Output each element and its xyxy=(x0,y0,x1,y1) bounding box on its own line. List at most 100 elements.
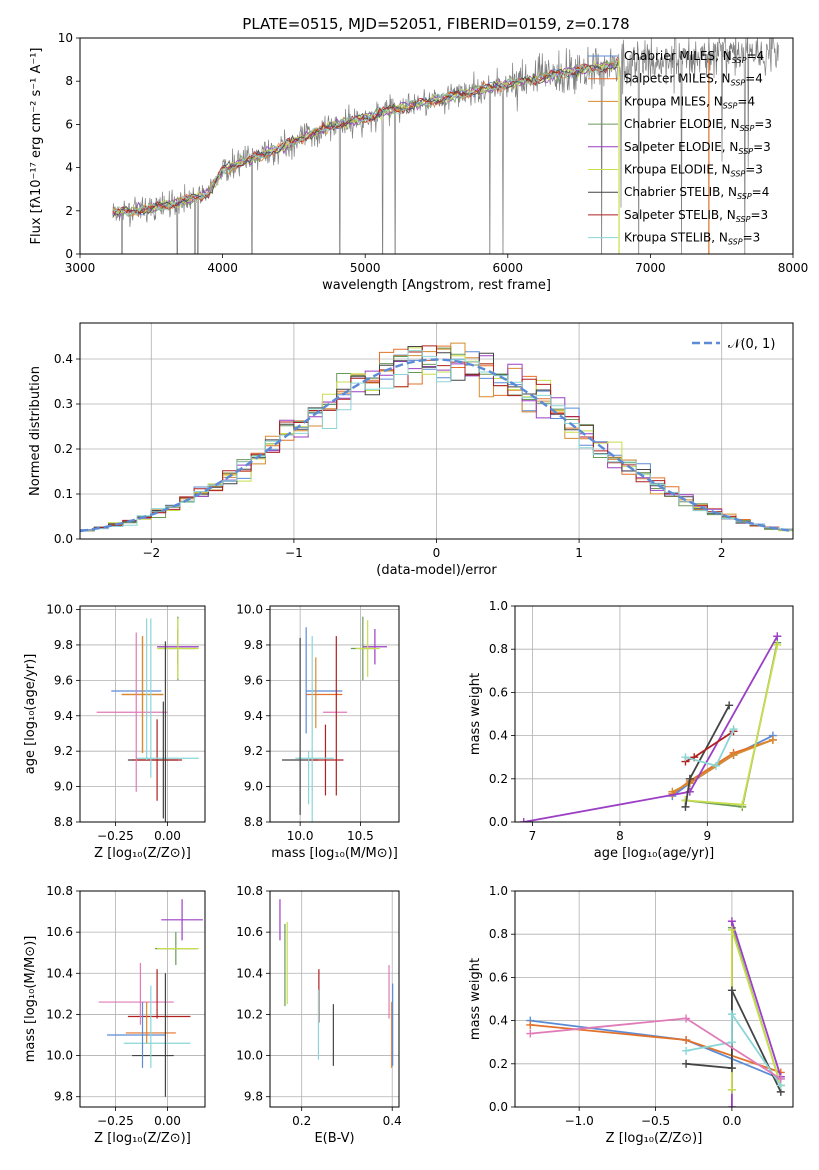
legend-n: , N xyxy=(722,140,739,154)
model-spectrum-8 xyxy=(112,60,618,216)
weight-point xyxy=(768,735,777,744)
legend-n: , N xyxy=(714,163,731,177)
x-tick-label: 10.0 xyxy=(287,829,314,843)
legend-model-name: Salpeter MILES xyxy=(624,72,714,86)
spectrum-panel: 3000 4000 5000 6000 7000 8000 0 2 4 6 8 10 wavelengt… xyxy=(29,31,809,293)
weight-point xyxy=(685,774,694,783)
legend-eq: = xyxy=(753,140,763,154)
weights-plot-area xyxy=(519,632,782,822)
residuals-panel: −2 −1 0 1 2 0.0 0.1 0.2 0.3 0.4 (data-model)/error… xyxy=(28,322,794,578)
weight-point xyxy=(681,802,690,811)
legend-subscript: SSP xyxy=(728,238,743,247)
legend-n: , N xyxy=(723,117,740,131)
model-spectrum-1 xyxy=(112,59,618,217)
legend-subscript: SSP xyxy=(738,147,753,156)
y-tick-label: 1.0 xyxy=(489,599,508,613)
y-tick-label: 10.0 xyxy=(46,603,73,617)
model-spectrum-5 xyxy=(112,60,618,218)
weight-point xyxy=(519,818,528,822)
weights-plot-area xyxy=(526,917,785,1107)
y-tick-label: 1.0 xyxy=(489,884,508,898)
legend-model-name: Chabrier MILES xyxy=(624,49,715,63)
age-vs-mass-panel: 10.0 10.5 8.8 9.0 9.2 9.4 9.6 9.8 10.0 mass [log₁… xyxy=(236,603,400,861)
weight-vs-z-panel: −1.0 −0.5 0.0 0.0 0.2 0.4 0.6 0.8 1.0 Z [log₁₀(Z/… xyxy=(468,884,794,1146)
legend-label: Salpeter STELIB, NSSP=3 xyxy=(624,208,768,224)
figure-title: PLATE=0515, MJD=52051, FIBERID=0159, z=0… xyxy=(242,15,629,33)
y-tick-label: 10.4 xyxy=(46,966,73,980)
y-tick-label: 0.4 xyxy=(54,352,73,366)
legend-nssp: 3 xyxy=(763,140,771,154)
weight-line xyxy=(523,635,779,822)
weight-point xyxy=(682,1014,691,1023)
x-tick-label: −2 xyxy=(142,546,160,560)
legend-n: , N xyxy=(715,49,732,63)
legend-model-name: Chabrier ELODIE xyxy=(624,117,723,131)
legend-model-name: Kroupa ELODIE xyxy=(624,163,714,177)
x-axis-label: mass [log₁₀(M/M⊙)] xyxy=(271,846,398,861)
x-axis-label: E(B-V) xyxy=(314,1131,354,1146)
y-tick-label: 0.0 xyxy=(54,532,73,546)
model-spectrum-3 xyxy=(112,60,618,217)
y-tick-label: 0.8 xyxy=(489,642,508,656)
legend-label: Chabrier MILES, NSSP=4 xyxy=(624,49,764,65)
y-tick-label: 0.2 xyxy=(489,772,508,786)
x-tick-label: 0 xyxy=(433,546,441,560)
weight-vs-age-panel: 7 8 9 0.0 0.2 0.4 0.6 0.8 1.0 age [log₁₀(age/yr)]… xyxy=(468,599,794,861)
x-tick-label: −0.5 xyxy=(641,1114,670,1128)
x-tick-label: 8000 xyxy=(778,261,809,275)
weight-line xyxy=(671,739,774,793)
axes-frame xyxy=(514,890,794,1108)
legend-nssp: 3 xyxy=(755,163,763,177)
residuals-plot-area xyxy=(80,342,793,533)
legend-nssp: 3 xyxy=(753,231,761,245)
y-tick-label: 10.2 xyxy=(46,1007,73,1021)
x-tick-label: 0.2 xyxy=(292,1114,311,1128)
legend-nssp: 3 xyxy=(764,117,772,131)
legend-nssp: 4 xyxy=(757,49,765,63)
x-tick-label: 3000 xyxy=(65,261,96,275)
legend-label: Kroupa STELIB, NSSP=3 xyxy=(624,231,760,247)
y-tick-label: 8.8 xyxy=(54,815,73,829)
y-axis-label: mass weight xyxy=(468,673,483,755)
legend-eq: = xyxy=(746,49,756,63)
legend-label: Salpeter MILES, NSSP=4 xyxy=(624,72,763,88)
y-tick-label: 9.8 xyxy=(244,638,263,652)
weight-point xyxy=(776,1074,785,1083)
axes-frame xyxy=(514,605,794,823)
y-tick-label: 0.0 xyxy=(489,1100,508,1114)
model-spectrum-2 xyxy=(112,60,618,217)
legend-n: , N xyxy=(719,208,736,222)
y-tick-label: 10.2 xyxy=(236,1007,263,1021)
y-tick-label: 0.0 xyxy=(489,815,508,829)
y-tick-label: 9.8 xyxy=(244,1090,263,1104)
legend-model-name: Chabrier STELIB xyxy=(624,185,720,199)
y-tick-label: 2 xyxy=(65,204,73,218)
y-tick-label: 0.8 xyxy=(489,927,508,941)
errorbar-plot-area xyxy=(279,899,394,1068)
y-axis-label: mass [log₁₀(M/M⊙)] xyxy=(23,936,38,1063)
y-tick-label: 9.8 xyxy=(54,1090,73,1104)
y-tick-label: 9.6 xyxy=(54,673,73,687)
errorbar-plot-area xyxy=(96,616,199,822)
legend-nssp: 4 xyxy=(755,72,763,86)
legend-subscript: SSP xyxy=(731,79,746,88)
legend-n: , N xyxy=(714,72,731,86)
y-tick-label: 0 xyxy=(65,247,73,261)
observed-spectrum xyxy=(112,38,779,254)
x-tick-label: 0.4 xyxy=(383,1114,402,1128)
legend-nssp: 4 xyxy=(747,94,755,108)
model-spectrum-4 xyxy=(112,61,618,219)
y-tick-label: 10.0 xyxy=(236,603,263,617)
y-tick-label: 10.0 xyxy=(236,1049,263,1063)
weight-point xyxy=(773,640,782,649)
legend-subscript: SSP xyxy=(723,101,738,110)
x-tick-label: 1 xyxy=(575,546,583,560)
errorbar-plot-area xyxy=(282,616,387,822)
x-tick-label: 10.5 xyxy=(347,829,374,843)
y-tick-label: 10.8 xyxy=(46,884,73,898)
x-tick-label: 6000 xyxy=(493,261,524,275)
model-spectrum-6 xyxy=(112,62,619,218)
y-tick-label: 9.8 xyxy=(54,638,73,652)
y-axis-label: Flux [fλ10⁻¹⁷ erg cm⁻² s⁻¹ A⁻¹] xyxy=(29,48,44,245)
